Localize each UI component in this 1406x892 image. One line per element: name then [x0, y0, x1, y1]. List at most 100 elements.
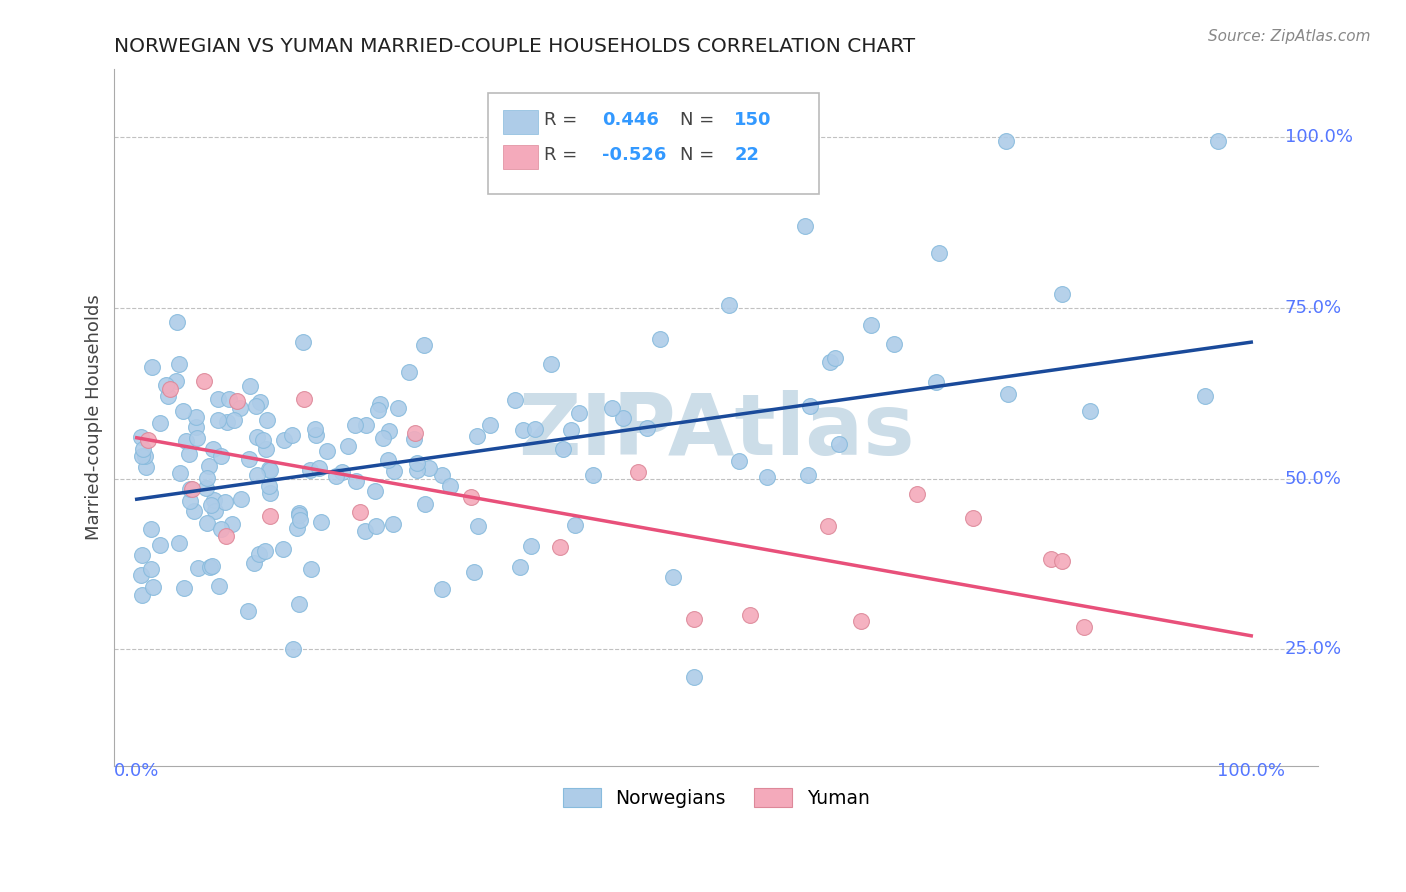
Point: [288, 513, 311, 527]
Point: [254, 442, 277, 457]
Point: [139, 522, 162, 536]
Point: [509, 559, 531, 574]
Text: 75.0%: 75.0%: [1285, 299, 1341, 317]
Point: [245, 399, 267, 413]
Point: [291, 335, 314, 350]
Point: [439, 479, 461, 493]
Point: [209, 449, 232, 463]
Point: [215, 415, 238, 429]
Text: NORWEGIAN VS YUMAN MARRIED-COUPLE HOUSEHOLDS CORRELATION CHART: NORWEGIAN VS YUMAN MARRIED-COUPLE HOUSEH…: [114, 37, 915, 56]
Point: [330, 465, 353, 479]
Point: [1050, 287, 1073, 301]
Point: [259, 509, 281, 524]
Text: -0.526: -0.526: [602, 145, 666, 163]
Point: [1039, 552, 1062, 566]
Point: [1206, 134, 1229, 148]
Point: [824, 351, 846, 365]
Point: [167, 357, 190, 371]
Text: R =: R =: [544, 111, 583, 128]
Point: [849, 614, 872, 628]
Point: [344, 474, 367, 488]
Point: [1073, 619, 1095, 633]
Point: [221, 516, 243, 531]
Text: 100.0%: 100.0%: [1218, 762, 1285, 780]
Point: [246, 468, 269, 483]
Point: [157, 389, 180, 403]
Point: [378, 424, 401, 438]
Point: [304, 422, 326, 436]
Point: [305, 428, 328, 442]
Point: [155, 378, 177, 392]
Point: [174, 434, 197, 449]
FancyBboxPatch shape: [503, 145, 538, 169]
Point: [377, 453, 399, 467]
Point: [186, 420, 208, 434]
Point: [259, 462, 281, 476]
Point: [349, 504, 371, 518]
Point: [207, 413, 229, 427]
Point: [325, 469, 347, 483]
Point: [249, 394, 271, 409]
Point: [817, 519, 839, 533]
Point: [169, 467, 191, 481]
Point: [195, 470, 218, 484]
Point: [208, 579, 231, 593]
Point: [229, 401, 252, 415]
Point: [299, 463, 322, 477]
Point: [316, 444, 339, 458]
Point: [503, 393, 526, 408]
Point: [828, 436, 851, 450]
Point: [177, 447, 200, 461]
Point: [136, 433, 159, 447]
Point: [236, 604, 259, 618]
Text: N =: N =: [681, 145, 720, 163]
Point: [165, 374, 187, 388]
Point: [271, 542, 294, 557]
Point: [548, 540, 571, 554]
Point: [209, 522, 232, 536]
Point: [415, 497, 437, 511]
Point: [354, 524, 377, 539]
Point: [256, 413, 278, 427]
Point: [149, 538, 172, 552]
FancyBboxPatch shape: [488, 94, 818, 194]
Point: [159, 382, 181, 396]
Point: [259, 486, 281, 500]
Point: [198, 458, 221, 473]
Point: [214, 495, 236, 509]
Point: [638, 772, 661, 787]
Point: [202, 493, 225, 508]
Text: 100.0%: 100.0%: [1285, 128, 1353, 146]
Text: R =: R =: [544, 145, 583, 163]
Point: [207, 392, 229, 406]
Point: [197, 516, 219, 531]
Point: [925, 375, 948, 389]
Point: [382, 516, 405, 531]
Text: 50.0%: 50.0%: [1285, 470, 1341, 488]
Point: [582, 467, 605, 482]
Point: [661, 570, 683, 584]
Point: [479, 417, 502, 432]
Point: [602, 401, 624, 416]
Point: [252, 434, 274, 448]
Point: [406, 456, 429, 470]
Point: [404, 433, 426, 447]
Point: [738, 134, 761, 148]
Point: [167, 536, 190, 550]
Point: [288, 508, 311, 523]
Point: [738, 607, 761, 622]
Point: [257, 478, 280, 492]
Point: [238, 452, 260, 467]
Point: [200, 498, 222, 512]
Point: [202, 442, 225, 456]
Point: [343, 418, 366, 433]
Point: [398, 365, 420, 379]
Point: [371, 431, 394, 445]
Point: [249, 547, 271, 561]
Point: [273, 433, 295, 447]
Point: [883, 337, 905, 351]
Point: [799, 399, 821, 413]
Point: [254, 544, 277, 558]
Point: [181, 482, 204, 496]
Point: [564, 518, 586, 533]
